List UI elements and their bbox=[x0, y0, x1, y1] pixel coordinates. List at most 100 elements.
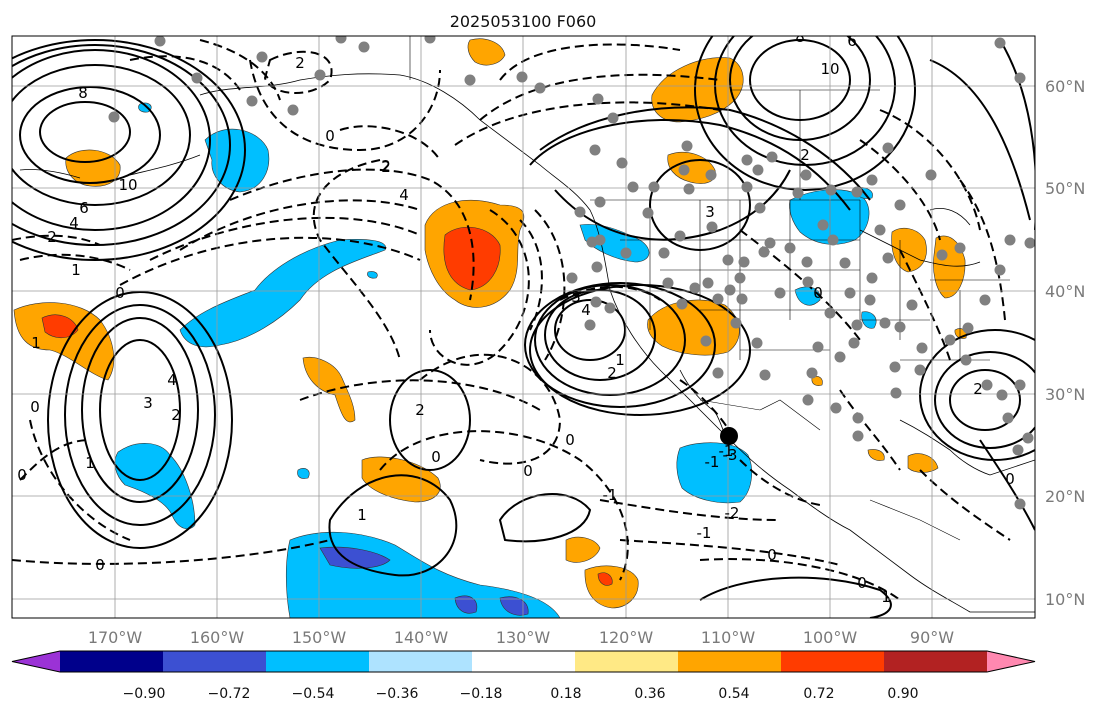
station-dot bbox=[335, 36, 347, 44]
station-dot bbox=[658, 247, 670, 259]
station-dot bbox=[662, 277, 674, 289]
contour-label: 1 bbox=[357, 506, 367, 524]
station-dot bbox=[906, 299, 918, 311]
station-dot bbox=[851, 319, 863, 331]
station-dot bbox=[741, 154, 753, 166]
station-dot bbox=[827, 234, 839, 246]
colorbar-bin bbox=[163, 651, 267, 672]
contour-label: -2 bbox=[725, 504, 740, 522]
contour-label: 2 bbox=[800, 146, 810, 164]
lon-label: 100°W bbox=[803, 628, 858, 647]
station-dot bbox=[817, 219, 829, 231]
contour-label: 2 bbox=[381, 157, 391, 175]
station-dot bbox=[287, 104, 299, 116]
station-dot bbox=[758, 246, 770, 258]
station-dot bbox=[616, 157, 628, 169]
storm-center-marker bbox=[720, 427, 738, 445]
lon-label: 150°W bbox=[292, 628, 347, 647]
station-dot bbox=[681, 140, 693, 152]
station-dot bbox=[764, 237, 776, 249]
station-dot bbox=[424, 36, 436, 44]
contour-label: 8 bbox=[78, 84, 88, 102]
station-dot bbox=[981, 379, 993, 391]
station-dot bbox=[736, 293, 748, 305]
station-dot bbox=[314, 69, 326, 81]
station-dot bbox=[1024, 237, 1035, 249]
contour-label: 2 bbox=[415, 401, 425, 419]
contour-label: 0 bbox=[1005, 470, 1015, 488]
station-dot bbox=[801, 256, 813, 268]
dashed-contours bbox=[12, 39, 1011, 601]
contour-label: 2 bbox=[607, 364, 617, 382]
lat-label: 40°N bbox=[1045, 282, 1085, 301]
station-dot bbox=[1014, 498, 1026, 510]
station-dot bbox=[566, 272, 578, 284]
station-dot bbox=[191, 72, 203, 84]
station-dot bbox=[894, 321, 906, 333]
station-dot bbox=[464, 74, 476, 86]
contour-label: 1 bbox=[85, 454, 95, 472]
colorbar-bin bbox=[472, 651, 576, 672]
colorbar-tick-label: 0.90 bbox=[887, 686, 918, 702]
colorbar-bin bbox=[987, 651, 1035, 672]
contour-label: 10 bbox=[118, 176, 137, 194]
station-dot bbox=[802, 394, 814, 406]
lat-label: 20°N bbox=[1045, 487, 1085, 506]
station-dot bbox=[844, 287, 856, 299]
station-dot bbox=[246, 95, 258, 107]
station-dot bbox=[592, 93, 604, 105]
station-dot bbox=[705, 169, 717, 181]
colorbar-bin bbox=[575, 651, 679, 672]
station-dot bbox=[591, 261, 603, 273]
contour-label: 6 bbox=[79, 199, 89, 217]
solid-contours bbox=[12, 36, 1035, 618]
station-dot bbox=[712, 293, 724, 305]
station-dot bbox=[754, 202, 766, 214]
lon-label: 90°W bbox=[910, 628, 954, 647]
colorbar-tick-label: 0.18 bbox=[550, 686, 581, 702]
station-dot bbox=[852, 430, 864, 442]
contour-label: 3 bbox=[143, 394, 153, 412]
colorbar-bin bbox=[266, 651, 370, 672]
station-dot bbox=[800, 169, 812, 181]
station-dot bbox=[914, 364, 926, 376]
station-dot bbox=[589, 144, 601, 156]
colorbar-outline bbox=[11, 650, 1036, 673]
station-dot bbox=[702, 277, 714, 289]
station-dot bbox=[866, 174, 878, 186]
station-dot bbox=[802, 276, 814, 288]
contour-label: 8 bbox=[795, 28, 805, 46]
station-dot bbox=[752, 164, 764, 176]
contour-label: 0 bbox=[767, 546, 777, 564]
station-dot bbox=[774, 287, 786, 299]
contour-label: 2 bbox=[381, 158, 391, 176]
lat-label: 30°N bbox=[1045, 385, 1085, 404]
colorbar-bin bbox=[60, 651, 164, 672]
contour-label: 0 bbox=[95, 556, 105, 574]
station-dot bbox=[874, 224, 886, 236]
station-dot bbox=[358, 41, 370, 53]
station-markers bbox=[108, 36, 1035, 510]
lon-label: 110°W bbox=[701, 628, 756, 647]
station-dot bbox=[944, 334, 956, 346]
station-dot bbox=[154, 36, 166, 47]
station-dot bbox=[864, 294, 876, 306]
station-dot bbox=[784, 242, 796, 254]
station-dot bbox=[724, 284, 736, 296]
contour-label: -1 bbox=[697, 524, 712, 542]
station-dot bbox=[916, 342, 928, 354]
lon-label: 120°W bbox=[599, 628, 654, 647]
colorbar-tick-label: 0.72 bbox=[803, 686, 834, 702]
contour-label: 0 bbox=[431, 448, 441, 466]
station-dot bbox=[936, 249, 948, 261]
station-dot bbox=[962, 322, 974, 334]
station-dot bbox=[574, 206, 586, 218]
contour-label: 1 bbox=[71, 261, 81, 279]
lat-label: 60°N bbox=[1045, 77, 1085, 96]
station-dot bbox=[676, 298, 688, 310]
lat-label: 50°N bbox=[1045, 179, 1085, 198]
station-dot bbox=[882, 252, 894, 264]
colorbar-tick-label: −0.18 bbox=[460, 686, 503, 702]
